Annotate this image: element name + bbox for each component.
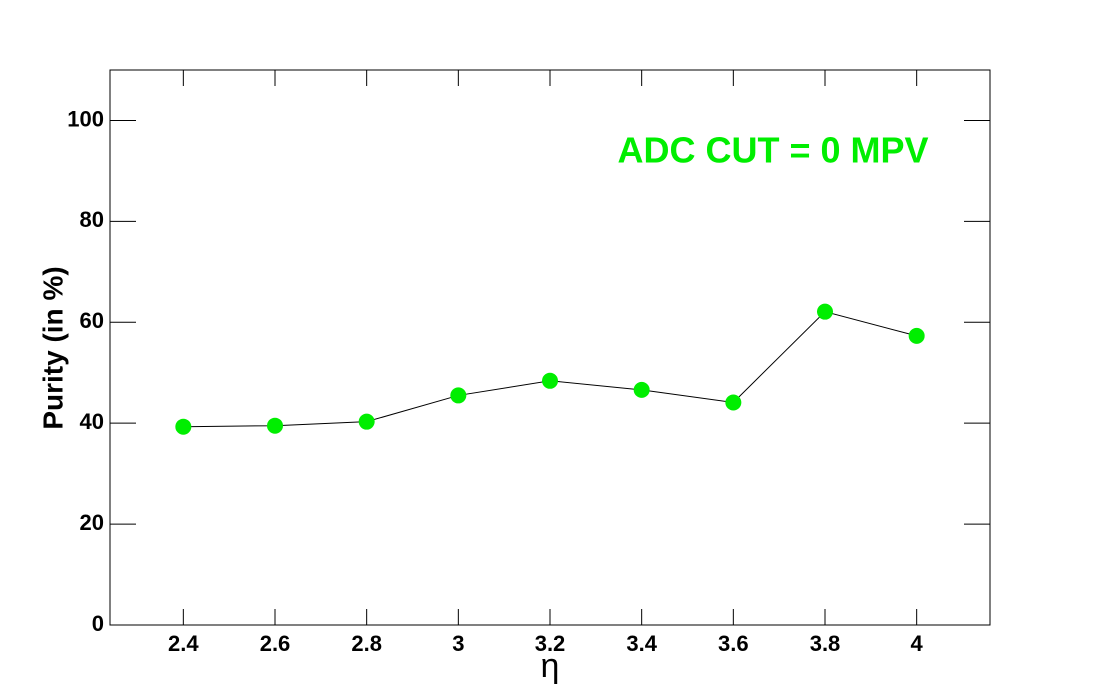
x-tick-label: 3.8 (810, 631, 841, 656)
y-tick-label: 40 (80, 409, 104, 434)
marker (725, 394, 742, 411)
marker (817, 303, 833, 320)
y-tick-label: 80 (80, 207, 104, 232)
x-axis-label: η (541, 647, 560, 685)
y-tick-label: 100 (67, 106, 104, 131)
x-tick-label: 3 (452, 631, 464, 656)
marker (908, 327, 925, 344)
y-axis-label: Purity (in %) (37, 266, 68, 429)
y-tick-label: 20 (80, 510, 104, 535)
x-tick-label: 2.8 (351, 631, 382, 656)
y-tick-label: 60 (80, 308, 104, 333)
x-tick-label: 2.6 (260, 631, 291, 656)
x-tick-label: 3.4 (626, 631, 657, 656)
marker (175, 418, 192, 435)
marker (542, 372, 558, 389)
marker (633, 381, 650, 398)
x-tick-label: 3.2 (535, 631, 566, 656)
series-line (183, 311, 917, 428)
annotation: ADC CUT = 0 MPV (617, 130, 928, 171)
x-tick-label: 2.4 (168, 631, 199, 656)
marker (450, 387, 467, 404)
x-tick-label: 4 (911, 631, 924, 656)
x-tick-label: 3.6 (718, 631, 749, 656)
marker (358, 413, 375, 430)
marker (267, 417, 283, 434)
y-tick-label: 0 (92, 611, 104, 636)
